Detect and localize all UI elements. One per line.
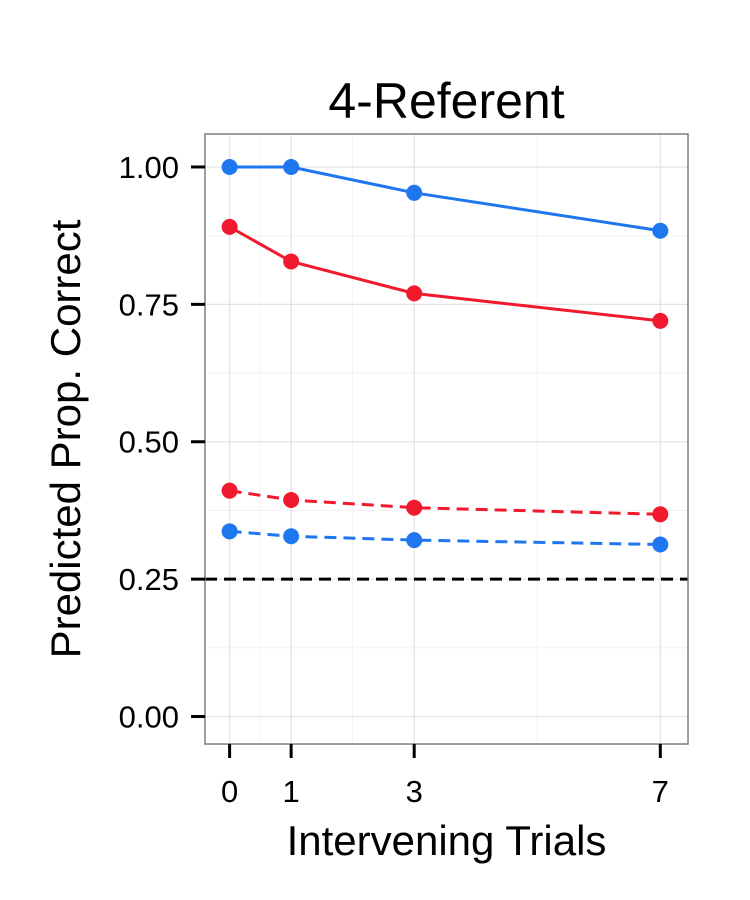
series-2-point [221, 218, 238, 235]
series-2-point [283, 253, 300, 270]
series-4-point [283, 528, 300, 545]
series-1-line [229, 165, 661, 233]
y-axis-title: Predicted Prop. Correct [42, 219, 89, 658]
x-tick-label: 3 [406, 774, 423, 809]
chart-title: 4-Referent [328, 73, 564, 129]
y-axis-ticks: 0.00 0.25 0.50 0.75 1.00 [119, 150, 205, 735]
minor-gridlines [205, 134, 688, 744]
series-3-point [652, 506, 669, 523]
plot-panel [205, 134, 688, 744]
series-3-point [406, 499, 423, 516]
series-3-line [229, 489, 661, 516]
x-axis-title: Intervening Trials [287, 817, 607, 864]
series-2-line [228, 225, 661, 323]
series-1-point [652, 222, 669, 239]
series-4-point [652, 536, 669, 553]
y-tick-label: 0.75 [119, 287, 179, 322]
y-tick-label: 1.00 [119, 150, 179, 185]
series-lines [228, 165, 661, 547]
x-tick-label: 1 [283, 774, 300, 809]
series-points [221, 158, 669, 553]
x-axis-ticks: 0 1 3 7 [221, 744, 669, 809]
y-tick-label: 0.50 [119, 425, 179, 460]
series-3-point [283, 492, 300, 508]
y-tick-label: 0.25 [119, 562, 179, 597]
series-4-line [229, 529, 661, 547]
plot-panel-border [204, 133, 689, 745]
series-4-point [406, 532, 423, 549]
x-tick-label: 7 [652, 774, 669, 809]
x-tick-label: 0 [221, 774, 238, 809]
series-1-point [221, 158, 238, 175]
series-2-point [406, 285, 423, 302]
series-1-point [283, 158, 300, 175]
series-3-point [221, 482, 238, 499]
series-4-point [221, 523, 238, 540]
y-tick-label: 0.00 [119, 700, 179, 735]
series-2-point [652, 312, 669, 329]
series-1-point [406, 184, 423, 201]
